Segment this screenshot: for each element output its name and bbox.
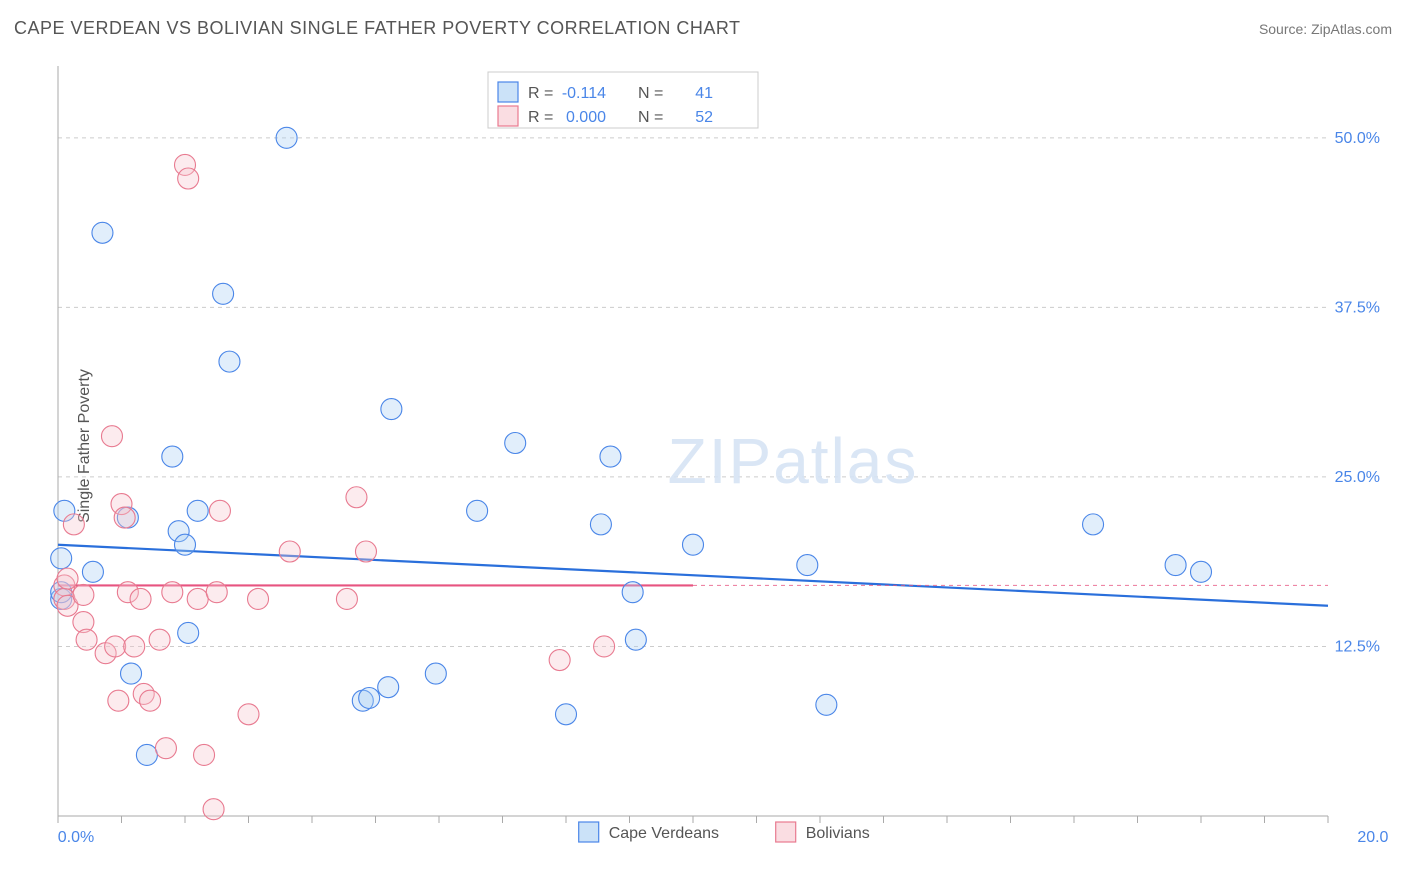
chart-title: CAPE VERDEAN VS BOLIVIAN SINGLE FATHER P… [14, 18, 741, 39]
svg-text:ZIPatlas: ZIPatlas [668, 425, 919, 497]
source-attribution: Source: ZipAtlas.com [1259, 21, 1392, 37]
svg-text:0.000: 0.000 [566, 109, 606, 126]
svg-text:41: 41 [695, 85, 713, 102]
svg-text:Cape Verdeans: Cape Verdeans [609, 825, 719, 842]
svg-text:N =: N = [638, 85, 663, 102]
svg-text:R =: R = [528, 109, 553, 126]
svg-text:37.5%: 37.5% [1335, 299, 1380, 316]
svg-text:R =: R = [528, 85, 553, 102]
svg-text:12.5%: 12.5% [1335, 638, 1380, 655]
svg-text:-0.114: -0.114 [562, 85, 606, 102]
svg-text:50.0%: 50.0% [1335, 130, 1380, 147]
svg-text:20.0%: 20.0% [1357, 829, 1388, 846]
svg-text:N =: N = [638, 109, 663, 126]
svg-text:Bolivians: Bolivians [806, 825, 870, 842]
svg-text:52: 52 [695, 109, 713, 126]
svg-text:0.0%: 0.0% [58, 829, 94, 846]
svg-text:25.0%: 25.0% [1335, 469, 1380, 486]
scatter-plot: 12.5% 25.0% 37.5% 50.0% ZIPatlas 0.0% 20.0% R =… [48, 56, 1388, 846]
